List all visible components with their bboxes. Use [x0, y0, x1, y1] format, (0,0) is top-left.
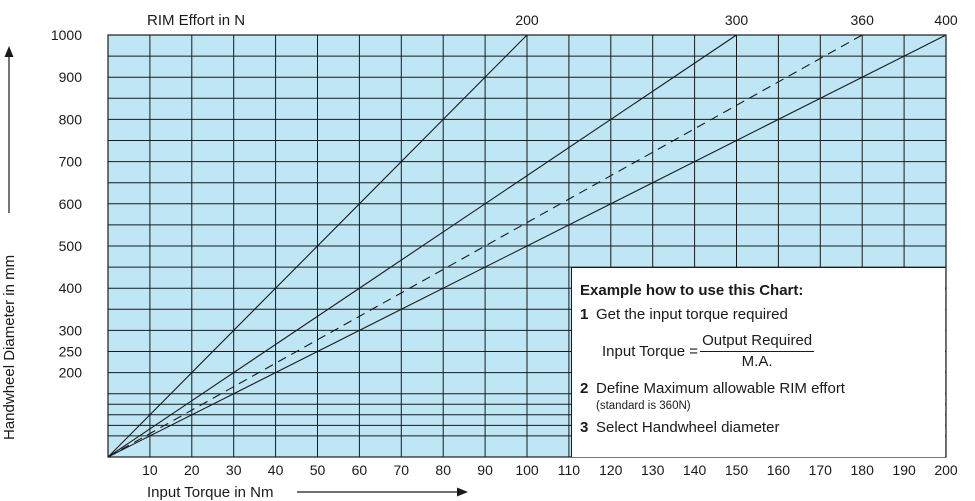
rim-effort-line-400 — [107, 34, 947, 458]
x-tick-label: 50 — [310, 462, 326, 478]
rim-effort-line-200 — [107, 34, 528, 458]
y-tick-label: 700 — [59, 154, 83, 170]
x-tick-labels: 10 20 30 40 50 60 70 80 90 100 110 120 130 140 150 160 1… — [142, 462, 958, 478]
x-axis-arrow-head — [457, 487, 468, 497]
instruction-step-2: 2 Define Maximum allowable RIM effort — [580, 378, 945, 400]
x-tick-label: 190 — [892, 462, 916, 478]
rim-effort-line-360 — [107, 34, 863, 458]
instruction-step-3: 3 Select Handwheel diameter — [580, 417, 945, 439]
step-number: 2 — [580, 380, 589, 397]
x-tick-label: 140 — [683, 462, 707, 478]
step-text: Define Maximum allowable RIM effort — [596, 380, 845, 397]
y-tick-label: 900 — [59, 69, 83, 85]
step-number: 3 — [580, 419, 589, 436]
x-tick-label: 120 — [599, 462, 623, 478]
y-axis-arrow-head — [4, 46, 14, 57]
usage-instructions-box: Example how to use this Chart: 1 Get the… — [571, 267, 945, 457]
x-tick-label: 60 — [352, 462, 368, 478]
formula-denominator: M.A. — [741, 353, 773, 370]
y-tick-label: 400 — [59, 280, 83, 296]
x-tick-label: 150 — [725, 462, 749, 478]
step-2-note: (standard is 360N) — [596, 400, 691, 412]
formula-numerator: Output Required — [700, 331, 815, 352]
x-tick-label: 200 — [934, 462, 958, 478]
top-axis-title: RIM Effort in N — [147, 12, 245, 29]
y-tick-labels: 200 250 300 400 500 600 700 800 900 1000 — [51, 27, 82, 381]
step-text: Get the input torque required — [596, 306, 788, 323]
instructions-heading: Example how to use this Chart: — [580, 282, 804, 299]
input-torque-formula: Input Torque = Output Required M.A. — [602, 331, 945, 372]
x-tick-label: 40 — [268, 462, 284, 478]
rim-effort-label: 300 — [725, 12, 749, 28]
x-tick-label: 10 — [142, 462, 158, 478]
y-tick-label: 1000 — [51, 27, 82, 43]
series-lines — [107, 34, 947, 458]
top-rim-labels: 200 300 360 400 — [515, 12, 958, 28]
y-axis-title: Handwheel Diameter in mm — [1, 255, 18, 440]
x-tick-label: 100 — [515, 462, 539, 478]
formula-fraction: Output Required M.A. — [700, 331, 815, 372]
x-axis-title: Input Torque in Nm — [147, 484, 273, 501]
y-tick-label: 200 — [59, 365, 83, 381]
formula-lhs: Input Torque = — [602, 342, 699, 360]
x-tick-label: 80 — [435, 462, 451, 478]
plot-frame — [107, 34, 947, 458]
rim-effort-label: 360 — [851, 12, 875, 28]
x-tick-label: 130 — [641, 462, 665, 478]
y-tick-label: 300 — [59, 322, 83, 338]
y-tick-label: 800 — [59, 111, 83, 127]
instruction-step-1: 1 Get the input torque required — [580, 304, 945, 326]
step-number: 1 — [580, 306, 589, 323]
y-tick-label: 500 — [59, 238, 83, 254]
x-tick-label: 110 — [558, 462, 581, 478]
step-text: Select Handwheel diameter — [596, 419, 780, 436]
x-tick-label: 160 — [767, 462, 791, 478]
x-tick-label: 90 — [477, 462, 493, 478]
x-tick-label: 70 — [394, 462, 410, 478]
x-tick-label: 20 — [184, 462, 200, 478]
x-tick-label: 30 — [226, 462, 242, 478]
x-tick-label: 180 — [851, 462, 875, 478]
rim-effort-label: 400 — [934, 12, 958, 28]
y-tick-label: 600 — [59, 196, 83, 212]
y-tick-label: 250 — [59, 344, 83, 360]
x-tick-label: 170 — [809, 462, 833, 478]
rim-effort-line-300 — [107, 34, 737, 458]
rim-effort-label: 200 — [515, 12, 539, 28]
